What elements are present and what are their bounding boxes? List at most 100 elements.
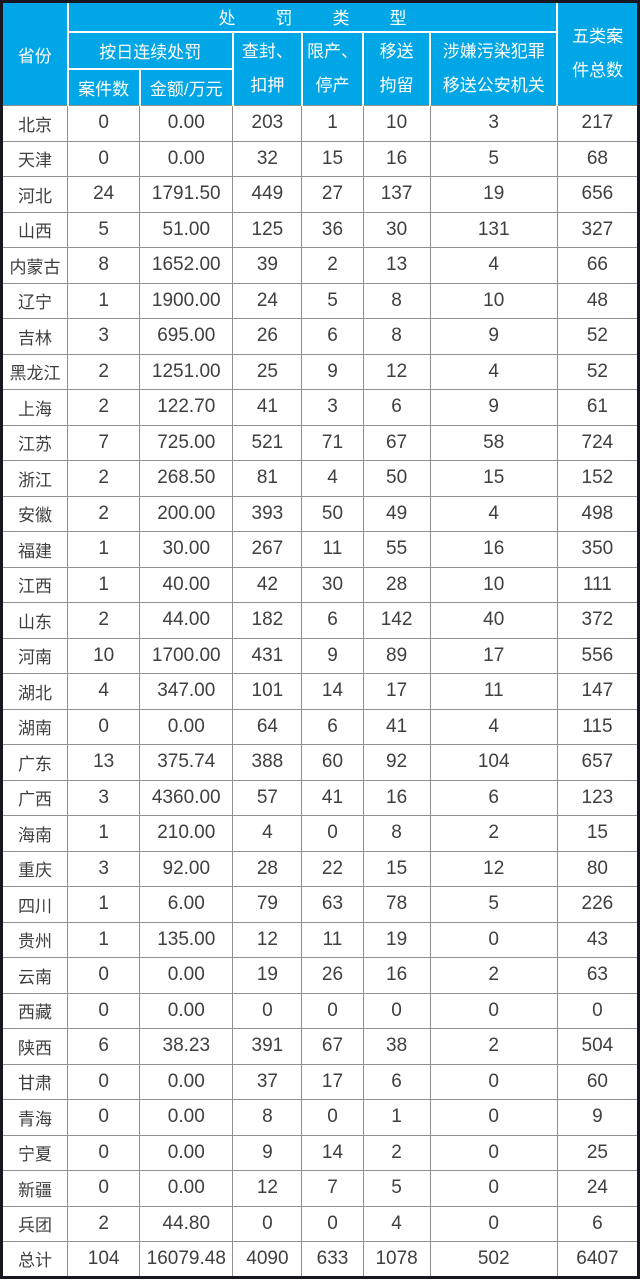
value-cell: 9: [556, 1099, 640, 1136]
value-cell: 14: [301, 1134, 364, 1171]
value-cell: 52: [556, 318, 640, 355]
value-cell: 25: [556, 1134, 640, 1171]
value-cell: 431: [232, 637, 303, 674]
province-cell: 广西: [0, 779, 69, 816]
table-row: 贵州 1 135.00 12 11 19 0 43: [0, 921, 640, 958]
value-cell: 7: [301, 1170, 364, 1207]
value-cell: 40: [429, 602, 558, 639]
col-header-penalty-type: 处罚类型: [66, 0, 559, 33]
col-header-province: 省份: [0, 0, 69, 106]
value-cell: 2: [429, 1028, 558, 1065]
value-cell: 17: [301, 1063, 364, 1100]
value-cell: 22: [301, 850, 364, 887]
value-cell: 0.00: [139, 708, 234, 745]
value-cell: 391: [232, 1028, 303, 1065]
value-cell: 725.00: [139, 424, 234, 461]
value-cell: 0: [301, 1099, 364, 1136]
value-cell: 4: [429, 247, 558, 284]
value-cell: 3: [67, 318, 141, 355]
value-cell: 2: [67, 353, 141, 390]
value-cell: 8: [362, 815, 431, 852]
value-cell: 13: [362, 247, 431, 284]
table-row: 甘肃 0 0.00 37 17 6 0 60: [0, 1063, 640, 1100]
table-row: 山东 2 44.00 182 6 142 40 372: [0, 602, 640, 639]
col-header-transfer-detention: 移送 拘留: [362, 30, 432, 106]
table-row: 安徽 2 200.00 393 50 49 4 498: [0, 495, 640, 532]
value-cell: 8: [232, 1099, 303, 1136]
table-body: 北京 0 0.00 203 1 10 3 217 天津 0 0.00 32 15 16 5 68 河北 24 179…: [0, 105, 640, 1278]
value-cell: 0: [429, 1099, 558, 1136]
header-row-1: 省份 处罚类型 五类案 件总数: [0, 0, 640, 106]
value-cell: 26: [232, 318, 303, 355]
value-cell: 147: [556, 673, 640, 710]
value-cell: 16: [362, 779, 431, 816]
value-cell: 81: [232, 460, 303, 497]
value-cell: 267: [232, 531, 303, 568]
value-cell: 50: [301, 495, 364, 532]
value-cell: 25: [232, 353, 303, 390]
province-cell: 上海: [0, 389, 69, 426]
value-cell: 347.00: [139, 673, 234, 710]
value-cell: 152: [556, 460, 640, 497]
col-header-five-types-total: 五类案 件总数: [556, 0, 640, 106]
value-cell: 55: [362, 531, 431, 568]
value-cell: 0: [232, 992, 303, 1029]
value-cell: 6: [362, 389, 431, 426]
value-cell: 41: [301, 779, 364, 816]
value-cell: 41: [232, 389, 303, 426]
province-cell: 云南: [0, 957, 69, 994]
value-cell: 1: [67, 921, 141, 958]
col-header-limit-production: 限产、 停产: [300, 30, 365, 106]
value-cell: 656: [556, 176, 640, 213]
province-cell: 河南: [0, 637, 69, 674]
value-cell: 122.70: [139, 389, 234, 426]
table-row: 陕西 6 38.23 391 67 38 2 504: [0, 1028, 640, 1065]
value-cell: 6: [301, 708, 364, 745]
value-cell: 16: [362, 140, 431, 177]
value-cell: 350: [556, 531, 640, 568]
value-cell: 388: [232, 744, 303, 781]
province-cell: 黑龙江: [0, 353, 69, 390]
value-cell: 28: [362, 566, 431, 603]
value-cell: 63: [556, 957, 640, 994]
value-cell: 9: [232, 1134, 303, 1171]
value-cell: 0: [67, 1170, 141, 1207]
value-cell: 0: [429, 1170, 558, 1207]
value-cell: 5: [429, 140, 558, 177]
value-cell: 0.00: [139, 957, 234, 994]
value-cell: 268.50: [139, 460, 234, 497]
value-cell: 3: [429, 105, 558, 142]
value-cell: 43: [556, 921, 640, 958]
value-cell: 4: [429, 708, 558, 745]
province-cell: 兵团: [0, 1205, 69, 1242]
value-cell: 12: [362, 353, 431, 390]
value-cell: 372: [556, 602, 640, 639]
table-row: 河南 10 1700.00 431 9 89 17 556: [0, 637, 640, 674]
value-cell: 40.00: [139, 566, 234, 603]
header-row-2: 按日连续处罚 查封、 扣押 限产、 停产 移送 拘留 涉嫌污染犯罪 移送公安机关: [2, 30, 639, 106]
value-cell: 695.00: [139, 318, 234, 355]
table-row: 云南 0 0.00 19 26 16 2 63: [0, 957, 640, 994]
value-cell: 3: [67, 779, 141, 816]
province-cell: 重庆: [0, 850, 69, 887]
table-row: 兵团 2 44.80 0 0 4 0 6: [0, 1205, 640, 1242]
value-cell: 4: [232, 815, 303, 852]
table-row: 上海 2 122.70 41 3 6 9 61: [0, 389, 640, 426]
value-cell: 60: [556, 1063, 640, 1100]
value-cell: 38.23: [139, 1028, 234, 1065]
value-cell: 89: [362, 637, 431, 674]
value-cell: 61: [556, 389, 640, 426]
value-cell: 2: [301, 247, 364, 284]
value-cell: 104: [67, 1241, 141, 1278]
value-cell: 38: [362, 1028, 431, 1065]
value-cell: 32: [232, 140, 303, 177]
value-cell: 64: [232, 708, 303, 745]
value-cell: 36: [301, 211, 364, 248]
value-cell: 1078: [362, 1241, 431, 1278]
value-cell: 0: [67, 957, 141, 994]
value-cell: 0: [301, 1205, 364, 1242]
value-cell: 1: [67, 815, 141, 852]
value-cell: 5: [301, 282, 364, 319]
value-cell: 52: [556, 353, 640, 390]
